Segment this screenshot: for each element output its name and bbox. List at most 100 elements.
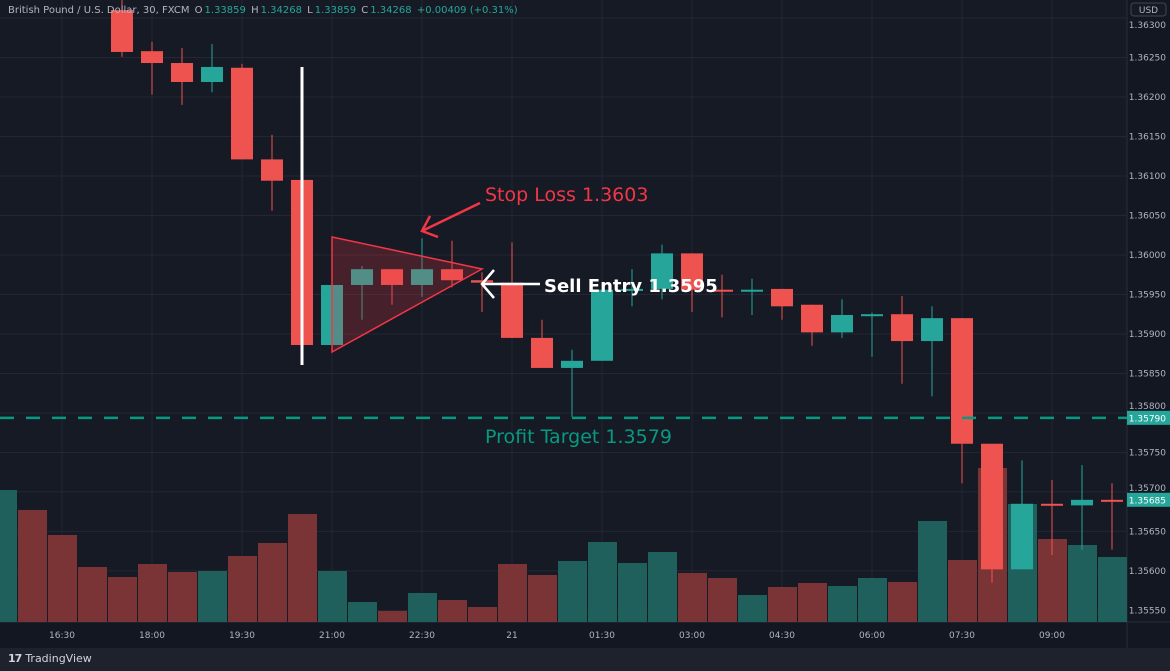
candle[interactable] [1071,465,1093,550]
candle-body [1011,503,1033,570]
candle-body [1071,499,1093,506]
candle[interactable] [921,306,943,397]
candle[interactable] [1041,480,1063,556]
time-tick-label: 04:30 [769,631,795,641]
candle-body [351,269,373,285]
price-tick-label: 1.35550 [1129,606,1166,616]
candle[interactable] [411,238,433,297]
price-tick-label: 1.36100 [1129,172,1166,182]
candle[interactable] [621,269,643,307]
candle-body [681,253,703,290]
price-tick-label: 1.35750 [1129,448,1166,458]
volume-bar [888,582,917,622]
candle[interactable] [351,266,373,320]
price-axis-background [1127,0,1170,648]
candle[interactable] [771,288,793,320]
candle[interactable] [741,278,763,315]
candle[interactable] [951,318,973,484]
footer: 17 TradingView [0,648,1170,671]
volume-bar [678,573,707,622]
price-chart[interactable]: Stop Loss 1.3603 Sell Entry 1.3595 Profi… [0,0,1170,648]
price-tick-label: 1.35650 [1129,527,1166,537]
candle-body [381,269,403,285]
pennant-triangle[interactable] [331,236,485,354]
candle[interactable] [801,304,823,346]
time-tick-label: 22:30 [409,631,435,641]
candle[interactable] [1011,460,1033,570]
candle[interactable] [531,319,553,368]
tradingview-logo-icon: 17 [8,652,22,665]
profit-target-label: Profit Target 1.3579 [485,426,672,448]
candle-body [1101,499,1123,502]
candle[interactable] [231,63,253,160]
volume-bar [408,593,437,622]
volume-bar [228,556,257,622]
candle-body [771,288,793,307]
candle-body [591,289,613,361]
volume-bar [258,543,287,622]
candle-body [861,314,883,317]
time-tick-label: 06:00 [859,631,885,641]
price-axis[interactable]: 1.36300 1.36250 1.36200 1.36150 1.36100 1.360… [1127,21,1170,616]
candle-body [141,51,163,64]
candle-body [501,282,523,338]
price-badge-label: 1.35790 [1129,414,1166,424]
candle[interactable] [261,134,283,211]
volume-bar [18,510,47,622]
candle[interactable] [711,274,733,318]
volume-bar [1068,545,1097,622]
tradingview-logo[interactable]: 17 TradingView [8,652,92,665]
candle-body [951,318,973,444]
candle[interactable] [1101,483,1123,550]
candle[interactable] [591,289,613,361]
candle[interactable] [381,269,403,305]
volume-bar [168,572,197,622]
currency-label: USD [1139,6,1158,16]
change-value: +0.00409 (+0.31%) [416,5,518,16]
time-tick-label: 07:30 [949,631,975,641]
candle[interactable] [471,272,493,312]
price-tick-label: 1.36200 [1129,93,1166,103]
candle[interactable] [441,240,463,288]
time-axis[interactable]: 16:30 18:00 19:30 21:00 22:30 21 01:30 03:00 04:… [49,631,1065,641]
price-tick-label: 1.36050 [1129,211,1166,221]
time-tick-label: 21:00 [319,631,345,641]
candle-body [741,289,763,292]
candle-body [231,67,253,160]
volume-bar [48,535,77,622]
candle-body [891,314,913,342]
candle[interactable] [651,244,673,300]
time-tick-label: 21 [506,631,517,641]
candle[interactable] [141,41,163,95]
candle[interactable] [501,242,523,338]
volume-bars [0,468,1127,622]
chart-canvas[interactable]: Stop Loss 1.3603 Sell Entry 1.3595 Profi… [0,0,1170,648]
volume-bar [468,607,497,622]
currency-box[interactable] [1130,2,1167,17]
high-value: 1.34268 [260,5,302,16]
stop-loss-arrow [420,201,481,239]
candle-body [441,269,463,281]
volume-bar [138,564,167,622]
candle[interactable] [831,299,853,338]
candle[interactable] [111,0,133,57]
volume-bar [438,600,467,622]
volume-bar [78,567,107,622]
price-tick-label: 1.36300 [1129,21,1166,31]
candle[interactable] [201,44,223,93]
candle[interactable] [891,296,913,384]
candle[interactable] [861,312,883,357]
candle-body [411,269,433,285]
candle-body [531,337,553,368]
candle[interactable] [171,48,193,105]
candle[interactable] [561,349,583,417]
volume-bar [828,586,857,622]
candle[interactable] [681,253,703,312]
volume-bar [918,521,947,622]
volume-bar [0,490,17,622]
candle[interactable] [981,443,1003,583]
symbol-title: British Pound / U.S. Dollar, 30, FXCM [8,5,190,16]
volume-bar [648,552,677,622]
price-tick-label: 1.35900 [1129,330,1166,340]
